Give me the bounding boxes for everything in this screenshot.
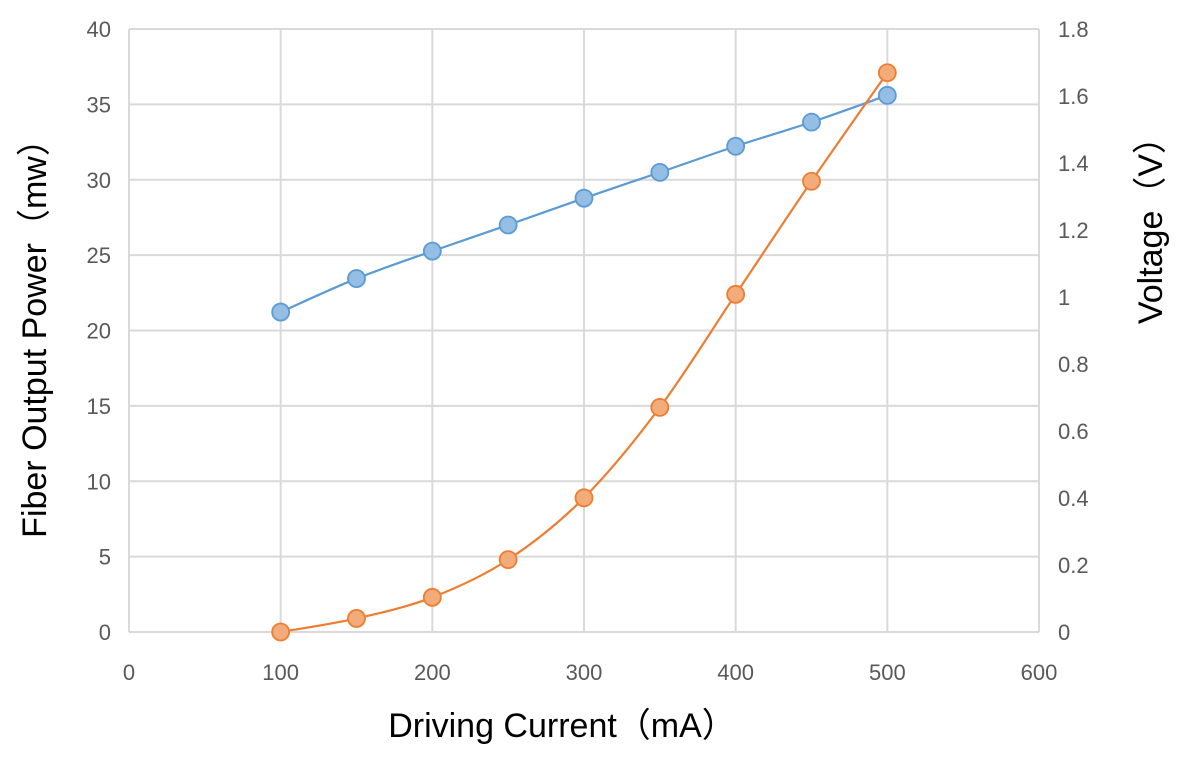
data-point xyxy=(802,171,821,191)
y2-tick-label: 1.4 xyxy=(1058,151,1089,176)
data-point xyxy=(877,63,897,83)
data-point xyxy=(726,284,746,304)
data-point xyxy=(347,269,366,288)
x-tick-label: 400 xyxy=(717,660,754,685)
y-axis-title: Fiber Output Power（mw） xyxy=(16,122,54,538)
data-point xyxy=(574,488,594,508)
y2-tick-label: 1.8 xyxy=(1058,17,1089,42)
data-point xyxy=(498,550,518,570)
data-point xyxy=(422,241,442,261)
series-line xyxy=(280,72,889,634)
data-point xyxy=(877,85,897,105)
series-layer xyxy=(271,63,897,642)
y2-tick-label: 1.2 xyxy=(1058,218,1089,243)
y-tick-label: 5 xyxy=(99,545,111,570)
y2-tick-label: 0.6 xyxy=(1058,419,1089,444)
x-axis-title: Driving Current（mA） xyxy=(388,707,736,745)
grid xyxy=(128,28,1040,633)
y2-tick-label: 1 xyxy=(1058,285,1070,310)
data-point xyxy=(650,397,670,417)
data-point xyxy=(650,162,670,182)
y2-tick-label: 0.2 xyxy=(1058,553,1089,578)
y2-axis-title: Voltage（V） xyxy=(1132,120,1170,324)
x-tick-label: 600 xyxy=(1021,660,1058,685)
data-point xyxy=(726,136,746,156)
y-tick-label: 10 xyxy=(87,469,111,494)
y2-tick-label: 1.6 xyxy=(1058,84,1089,109)
data-point xyxy=(347,609,366,628)
x-tick-label: 200 xyxy=(414,660,451,685)
y2-tick-label: 0.4 xyxy=(1058,486,1089,511)
y-tick-label: 40 xyxy=(87,17,111,42)
y-tick-label: 35 xyxy=(87,92,111,117)
y-tick-label: 15 xyxy=(87,394,111,419)
x-tick-label: 100 xyxy=(262,660,299,685)
data-point xyxy=(422,587,442,607)
series-0 xyxy=(271,85,897,322)
y-tick-label: 25 xyxy=(87,243,111,268)
y-tick-label: 20 xyxy=(87,319,111,344)
x-tick-label: 500 xyxy=(869,660,906,685)
y2-tick-label: 0.8 xyxy=(1058,352,1089,377)
tick-labels: 0 100 200 300 400 500 600051015202530354000.20… xyxy=(87,17,1089,685)
data-point xyxy=(271,622,291,642)
data-point xyxy=(271,302,291,322)
x-tick-label: 0 xyxy=(123,660,135,685)
data-point xyxy=(498,215,518,235)
x-tick-label: 300 xyxy=(566,660,603,685)
y-tick-label: 0 xyxy=(99,620,111,645)
data-point xyxy=(574,188,594,208)
y2-tick-label: 0 xyxy=(1058,620,1070,645)
data-point xyxy=(802,112,821,132)
series-1 xyxy=(271,63,897,642)
y-tick-label: 30 xyxy=(87,168,111,193)
